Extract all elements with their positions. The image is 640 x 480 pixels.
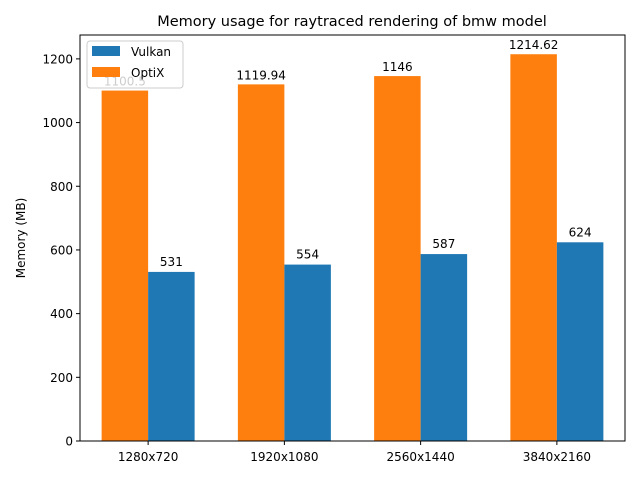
y-tick-label: 0 bbox=[65, 435, 73, 449]
bar-vulkan bbox=[556, 242, 604, 441]
y-tick-label: 1200 bbox=[42, 52, 73, 66]
data-label-optix: 1119.94 bbox=[236, 68, 286, 82]
y-axis-ticks: 0 200 400 600 800 1000 1200 bbox=[42, 52, 80, 449]
data-label-vulkan: 587 bbox=[432, 237, 455, 251]
x-tick-label: 1920x1080 bbox=[250, 450, 318, 464]
bar-vulkan bbox=[420, 254, 468, 441]
chart-title: Memory usage for raytraced rendering of … bbox=[157, 14, 547, 30]
x-tick-label: 1280x720 bbox=[118, 450, 179, 464]
bar-optix bbox=[510, 54, 557, 441]
data-label-vulkan: 554 bbox=[296, 248, 319, 262]
bar-optix bbox=[374, 76, 421, 442]
x-tick-label: 3840x2160 bbox=[523, 450, 591, 464]
legend-label-vulkan: Vulkan bbox=[131, 45, 171, 59]
data-label-optix: 1146 bbox=[382, 60, 413, 74]
y-tick-label: 400 bbox=[50, 307, 73, 321]
bars-layer bbox=[101, 54, 604, 442]
y-tick-label: 1000 bbox=[42, 116, 73, 130]
axes bbox=[79, 34, 626, 442]
bar-vulkan bbox=[284, 264, 331, 441]
y-tick-label: 600 bbox=[50, 243, 73, 257]
bar-vulkan bbox=[148, 271, 195, 441]
data-label-optix: 1214.62 bbox=[509, 38, 559, 52]
y-tick-label: 200 bbox=[50, 371, 73, 385]
y-axis-label: Memory (MB) bbox=[14, 198, 28, 279]
bar-optix bbox=[101, 90, 149, 441]
y-tick-label: 800 bbox=[50, 180, 73, 194]
legend: Vulkan OptiX bbox=[86, 40, 184, 89]
legend-swatch-vulkan bbox=[92, 46, 120, 56]
legend-swatch-optix bbox=[92, 67, 120, 77]
data-label-vulkan: 624 bbox=[569, 225, 592, 239]
legend-label-optix: OptiX bbox=[131, 66, 164, 80]
x-tick-label: 2560x1440 bbox=[387, 450, 455, 464]
data-label-vulkan: 531 bbox=[160, 255, 183, 269]
x-axis-ticks: 1280x720 1920x1080 2560x1440 3840x2160 bbox=[118, 441, 591, 464]
plot-area-frame bbox=[79, 34, 626, 442]
bar-optix bbox=[237, 84, 285, 441]
